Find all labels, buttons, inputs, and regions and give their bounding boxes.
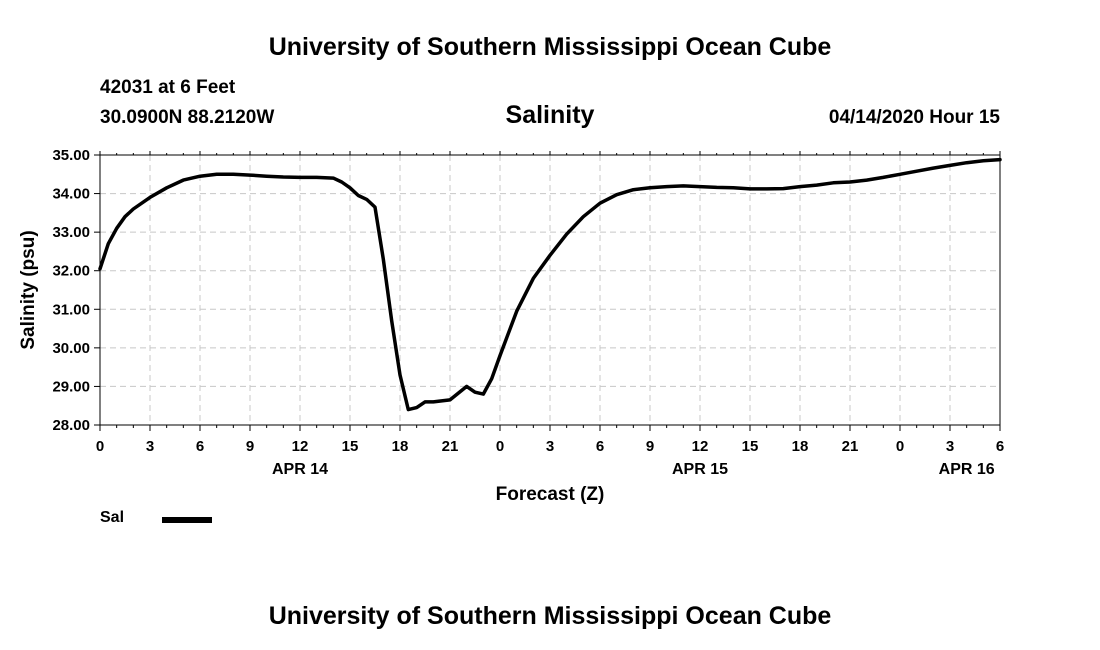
x-tick-label: 15	[742, 438, 759, 455]
x-tick-label: 18	[792, 438, 809, 455]
x-tick-label: 15	[342, 438, 359, 455]
bottom-title: University of Southern Mississippi Ocean…	[268, 602, 832, 630]
x-tick-label: 3	[146, 438, 154, 455]
station-label: 42031 at 6 Feet	[100, 77, 236, 98]
date-label: APR 14	[272, 461, 328, 478]
x-tick-label: 18	[392, 438, 409, 455]
x-tick-label: 9	[646, 438, 654, 455]
x-tick-label: 6	[196, 438, 204, 455]
y-tick-label: 30.00	[52, 340, 90, 357]
x-tick-label: 0	[96, 438, 104, 455]
x-tick-label: 6	[596, 438, 604, 455]
y-tick-label: 28.00	[52, 417, 90, 434]
legend-label: Sal	[100, 509, 125, 526]
x-tick-label: 3	[946, 438, 954, 455]
y-axis-label: Salinity (psu)	[18, 230, 39, 349]
coordinates-label: 30.0900N 88.2120W	[100, 107, 275, 128]
top-title: University of Southern Mississippi Ocean…	[268, 33, 832, 61]
x-tick-label: 21	[842, 438, 859, 455]
y-tick-label: 34.00	[52, 186, 90, 203]
x-axis-label: Forecast (Z)	[496, 484, 605, 505]
y-tick-label: 35.00	[52, 147, 90, 164]
grid-layer	[100, 155, 1000, 425]
date-label: APR 16	[939, 461, 995, 478]
axis-layer: 0 3 6 9 12 15 18 21 0 3 6 9 12 15 18 21 0 3 6 APR 14 APR 15 A…	[52, 147, 1004, 478]
x-tick-label: 9	[246, 438, 254, 455]
y-tick-label: 33.00	[52, 224, 90, 241]
x-tick-label: 21	[442, 438, 459, 455]
y-tick-label: 32.00	[52, 263, 90, 280]
run-time-label: 04/14/2020 Hour 15	[828, 107, 1000, 128]
x-tick-label: 12	[292, 438, 309, 455]
legend-swatch	[162, 517, 212, 523]
x-tick-label: 12	[692, 438, 709, 455]
y-tick-label: 29.00	[52, 378, 90, 395]
chart-title: Salinity	[505, 101, 595, 129]
x-tick-label: 3	[546, 438, 554, 455]
x-tick-label: 0	[496, 438, 504, 455]
salinity-series-line	[98, 157, 1002, 412]
date-label: APR 15	[672, 461, 728, 478]
y-tick-label: 31.00	[52, 301, 90, 318]
x-tick-label: 0	[896, 438, 904, 455]
x-tick-label: 6	[996, 438, 1004, 455]
